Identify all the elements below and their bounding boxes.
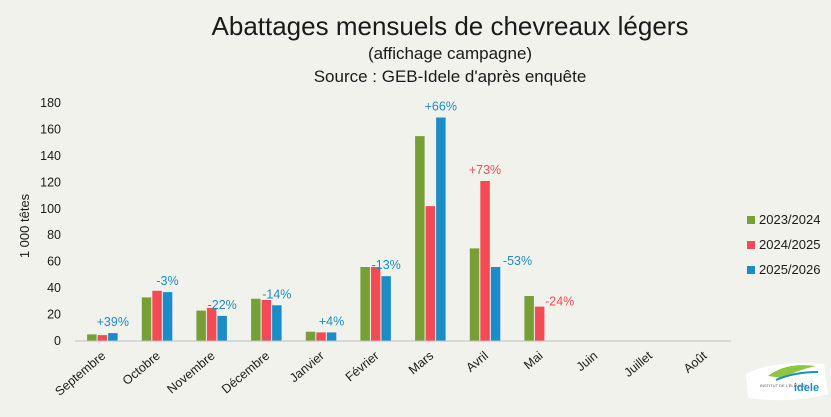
bar-2023-2024-janvier — [305, 331, 316, 341]
bar-2024-2025-octobre — [152, 290, 162, 341]
bar-2023-2024-mai — [524, 296, 534, 341]
x-tick-label: Décembre — [219, 349, 272, 397]
chart-source: Source : GEB-Idele d'après enquête — [314, 67, 587, 86]
bar-2025-2026-septembre — [108, 333, 118, 341]
annotation-label: -53% — [503, 254, 532, 268]
chart-subtitle: (affichage campagne) — [368, 44, 532, 63]
bars-group — [87, 117, 545, 341]
bar-2023-2024-avril — [469, 248, 480, 341]
bar-2023-2024-décembre — [251, 298, 261, 341]
legend: 2023/2024 2024/2025 2025/2026 — [747, 212, 820, 277]
logo-small-text: INSTITUT DE L'ÉLEVAGE — [760, 383, 807, 388]
y-tick-label: 60 — [47, 255, 61, 269]
annotations-group: +39% -3% -22% -14% +4% -13% +66% +73% -53% -24% — [97, 100, 575, 330]
bar-2024-2025-mars — [425, 206, 436, 341]
y-tick-label: 80 — [47, 228, 61, 242]
bar-2025-2026-novembre — [217, 315, 227, 341]
x-tick-label: Mai — [521, 349, 545, 373]
annotation-label: +73% — [469, 163, 501, 177]
y-tick-label: 160 — [40, 122, 61, 136]
bar-2024-2025-février — [370, 267, 381, 341]
annotation-label: +39% — [97, 315, 129, 329]
bar-2023-2024-mars — [415, 136, 425, 341]
annotation-label: +66% — [425, 100, 457, 114]
idele-logo: INSTITUT DE L'ÉLEVAGE idele — [746, 363, 828, 401]
bar-2024-2025-septembre — [97, 335, 108, 341]
logo-text: idele — [794, 382, 819, 394]
bar-2023-2024-novembre — [196, 310, 206, 341]
x-tick-label: Mars — [406, 349, 436, 378]
bar-2025-2026-février — [381, 276, 391, 341]
y-tick-label: 20 — [47, 308, 61, 322]
x-tick-label: Juin — [574, 349, 601, 374]
logo-swoosh-shape — [775, 371, 819, 381]
bar-2024-2025-décembre — [261, 300, 272, 341]
x-tick-label: Avril — [463, 349, 490, 375]
y-axis-label: 1 000 têtes — [17, 193, 32, 258]
legend-swatch — [747, 241, 755, 249]
annotation-label: -13% — [372, 258, 401, 272]
bar-2024-2025-avril — [480, 181, 490, 341]
y-axis-ticks: 0 20 40 60 80 100 120 140 160 180 — [40, 96, 61, 348]
annotation-label: -3% — [156, 274, 178, 288]
annotation-label: -24% — [545, 295, 574, 309]
legend-swatch — [747, 266, 755, 274]
x-axis-ticks: Septembre Octobre Novembre Décembre Janvier F… — [52, 348, 710, 398]
bar-2025-2026-janvier — [326, 332, 337, 341]
legend-label: 2024/2025 — [759, 237, 820, 252]
logo-leaf-shape — [768, 365, 816, 378]
x-tick-label: Octobre — [120, 349, 163, 388]
bar-2023-2024-février — [360, 267, 370, 341]
legend-label: 2023/2024 — [759, 212, 820, 227]
y-tick-label: 0 — [54, 334, 61, 348]
bar-2025-2026-octobre — [162, 292, 173, 341]
y-tick-label: 140 — [40, 149, 61, 163]
y-tick-label: 120 — [40, 175, 61, 189]
x-tick-label: Janvier — [287, 349, 327, 386]
y-tick-label: 100 — [40, 202, 61, 216]
legend-swatch — [747, 216, 755, 224]
bar-2025-2026-avril — [490, 267, 501, 341]
x-tick-label: Novembre — [164, 349, 217, 397]
chart-title: Abattages mensuels de chevreaux légers — [212, 11, 689, 41]
bar-2024-2025-mai — [534, 306, 545, 341]
annotation-label: +4% — [319, 314, 344, 328]
y-tick-label: 180 — [40, 96, 61, 110]
annotation-label: -14% — [262, 287, 291, 301]
bar-2024-2025-janvier — [316, 332, 326, 341]
x-tick-label: Février — [343, 349, 382, 385]
annotation-label: -22% — [208, 298, 237, 312]
bar-2023-2024-septembre — [87, 334, 97, 341]
bar-2025-2026-décembre — [272, 305, 282, 341]
y-tick-label: 40 — [47, 281, 61, 295]
bar-2023-2024-octobre — [141, 297, 152, 341]
x-tick-label: Août — [681, 348, 710, 376]
bar-2025-2026-mars — [436, 117, 446, 341]
bar-2024-2025-novembre — [206, 307, 217, 341]
legend-label: 2025/2026 — [759, 262, 820, 277]
x-tick-label: Juillet — [621, 348, 655, 380]
x-tick-label: Septembre — [52, 349, 108, 399]
